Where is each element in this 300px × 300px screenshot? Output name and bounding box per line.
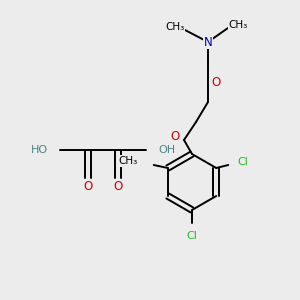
Text: Cl: Cl [187, 231, 197, 241]
Text: O: O [170, 130, 180, 143]
Text: Cl: Cl [238, 157, 249, 167]
Text: OH: OH [158, 145, 175, 155]
Text: O: O [83, 179, 93, 193]
Text: O: O [212, 76, 220, 88]
Text: CH₃: CH₃ [165, 22, 184, 32]
Text: CH₃: CH₃ [118, 156, 138, 166]
Text: O: O [113, 179, 123, 193]
Text: HO: HO [31, 145, 48, 155]
Text: N: N [204, 35, 212, 49]
Text: CH₃: CH₃ [228, 20, 248, 30]
